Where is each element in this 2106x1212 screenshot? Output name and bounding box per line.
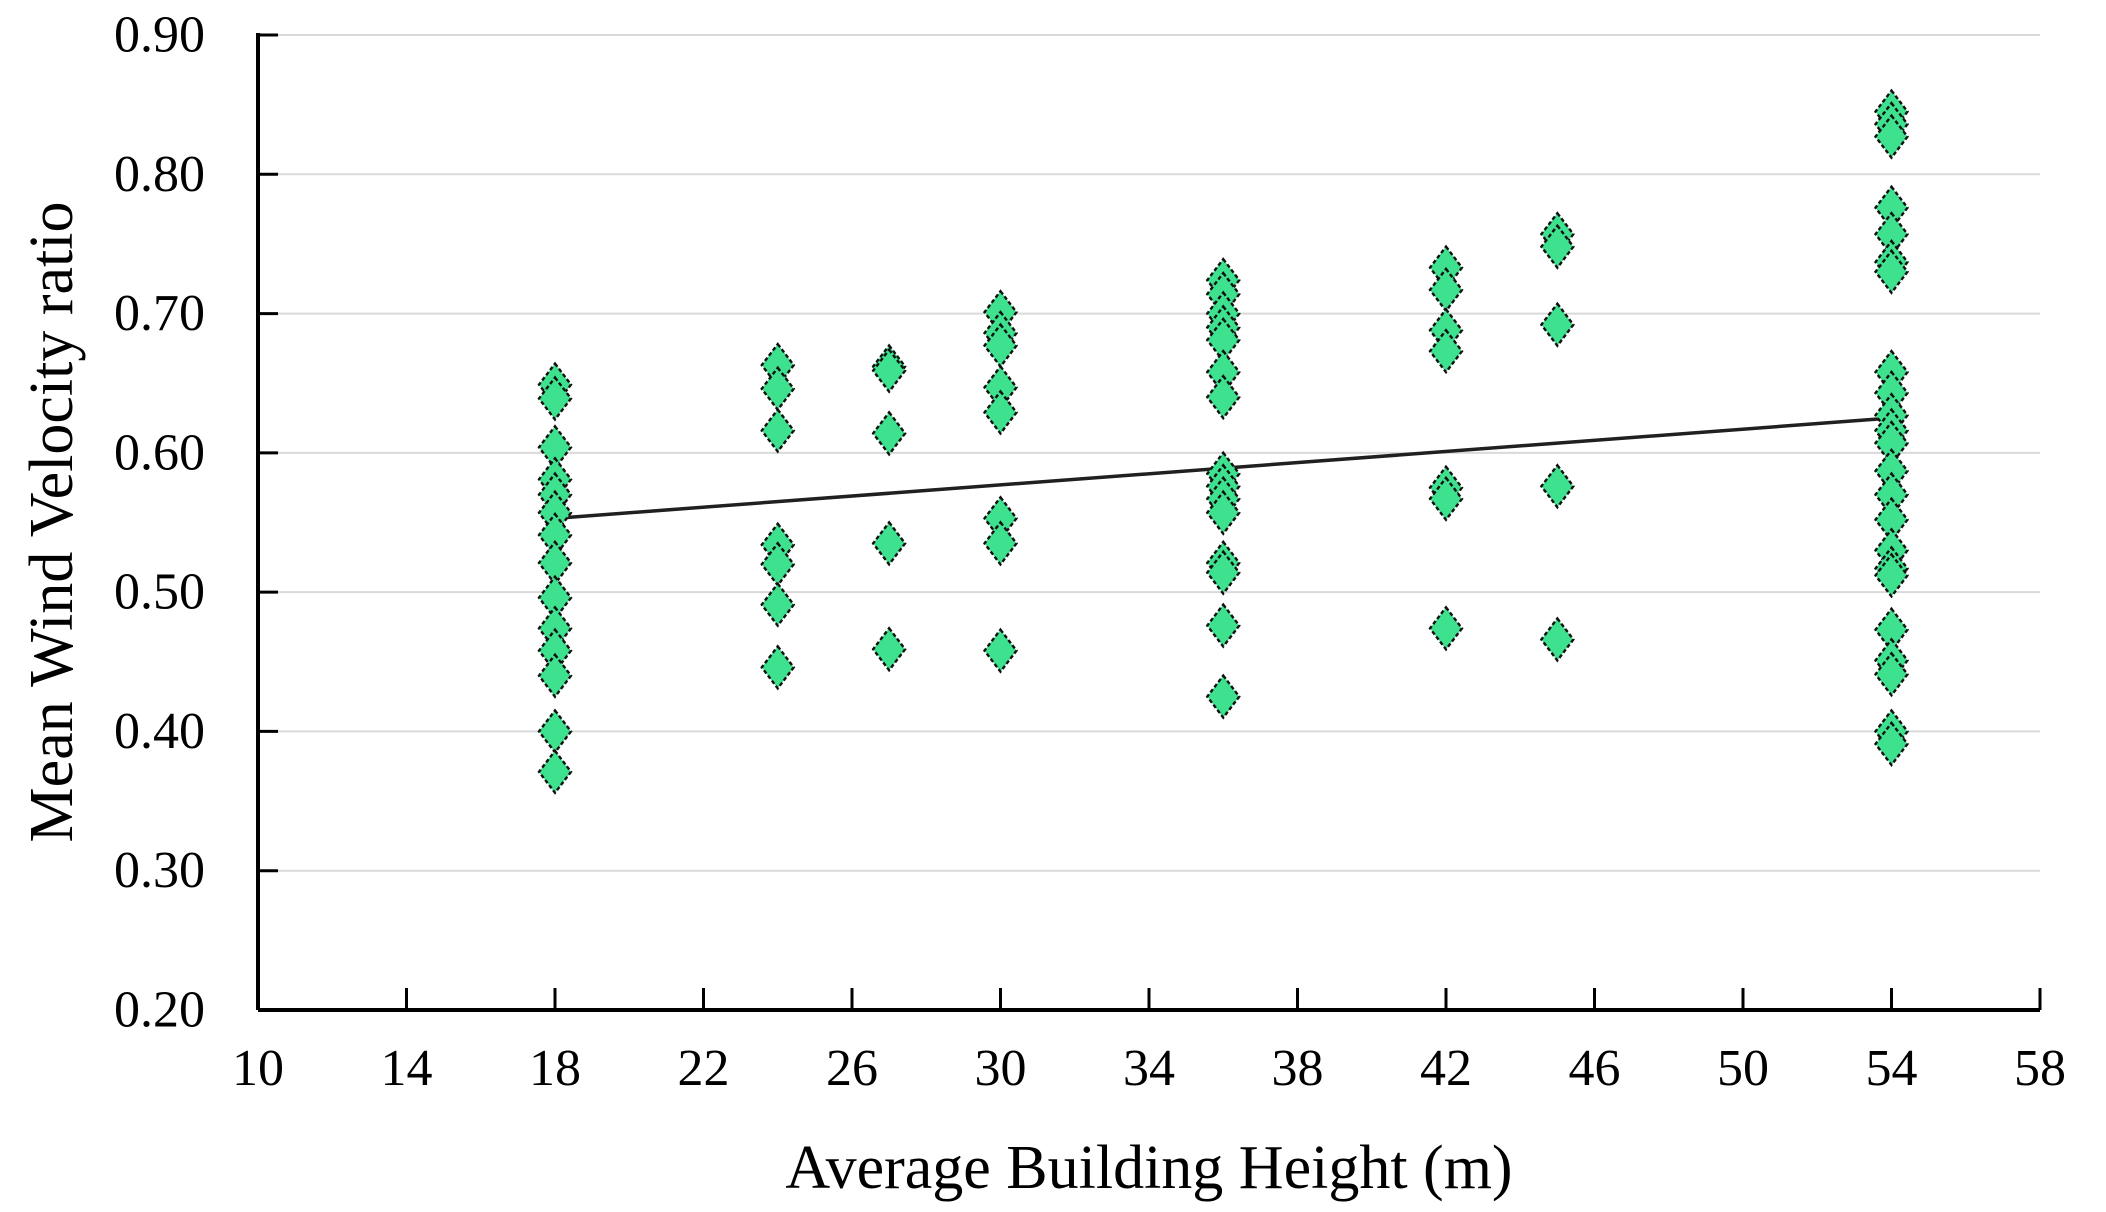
data-point	[871, 410, 907, 457]
data-point	[871, 626, 907, 673]
data-point	[1539, 301, 1575, 348]
x-tick-label: 10	[232, 1040, 284, 1097]
data-point	[537, 708, 573, 755]
x-tick-label: 26	[826, 1040, 878, 1097]
data-point	[760, 581, 796, 628]
data-point	[760, 407, 796, 454]
data-point	[1539, 223, 1575, 270]
data-point-layer	[537, 88, 1910, 795]
y-axis-title: Mean Wind Velocity ratio	[18, 202, 86, 843]
gridline-layer	[258, 34, 2040, 872]
x-tick-label: 30	[975, 1040, 1027, 1097]
x-tick-label: 54	[1866, 1040, 1918, 1097]
data-point	[1539, 463, 1575, 510]
x-tick-label: 38	[1272, 1040, 1324, 1097]
x-tick-label: 18	[529, 1040, 581, 1097]
x-tick-label: 42	[1420, 1040, 1472, 1097]
x-tick-label: 58	[2014, 1040, 2066, 1097]
data-point	[1873, 113, 1910, 160]
data-point	[1428, 605, 1464, 652]
data-point	[537, 375, 573, 422]
y-tick-label: 0.60	[114, 424, 205, 481]
y-tick-label: 0.90	[114, 7, 205, 64]
x-tick-label: 22	[678, 1040, 730, 1097]
y-tick-label: 0.20	[114, 982, 205, 1039]
x-tick-label: 50	[1717, 1040, 1769, 1097]
data-point	[1205, 549, 1241, 596]
data-point	[537, 748, 573, 795]
data-point	[1205, 374, 1241, 421]
tick-label-layer: 0.90 0.80 0.70 0.60 0.50 0.40 0.30 0.20 10 14 18 22…	[114, 7, 2066, 1098]
data-point	[871, 347, 907, 394]
data-point	[1205, 673, 1241, 720]
data-point	[871, 520, 907, 567]
x-tick-label: 14	[381, 1040, 433, 1097]
x-tick-label: 46	[1569, 1040, 1621, 1097]
y-tick-label: 0.50	[114, 564, 205, 621]
data-point	[1873, 720, 1910, 767]
data-point	[1873, 552, 1910, 599]
data-point	[1539, 616, 1575, 663]
y-tick-label: 0.80	[114, 146, 205, 203]
y-tick-label: 0.40	[114, 703, 205, 760]
data-point	[760, 365, 796, 412]
x-tick-label: 34	[1123, 1040, 1175, 1097]
y-tick-label: 0.30	[114, 842, 205, 899]
data-point	[760, 644, 796, 691]
data-point	[982, 520, 1019, 567]
data-point	[537, 652, 573, 699]
data-point	[982, 389, 1019, 436]
data-point	[1428, 475, 1464, 522]
data-point	[1873, 248, 1910, 295]
data-point	[1205, 489, 1241, 536]
data-point	[982, 627, 1019, 674]
data-point	[1873, 651, 1910, 698]
data-point	[1205, 602, 1241, 649]
y-tick-label: 0.70	[114, 285, 205, 342]
data-point	[1428, 328, 1464, 375]
axis-layer	[256, 33, 2042, 1012]
x-axis-title: Average Building Height (m)	[785, 1134, 1512, 1202]
